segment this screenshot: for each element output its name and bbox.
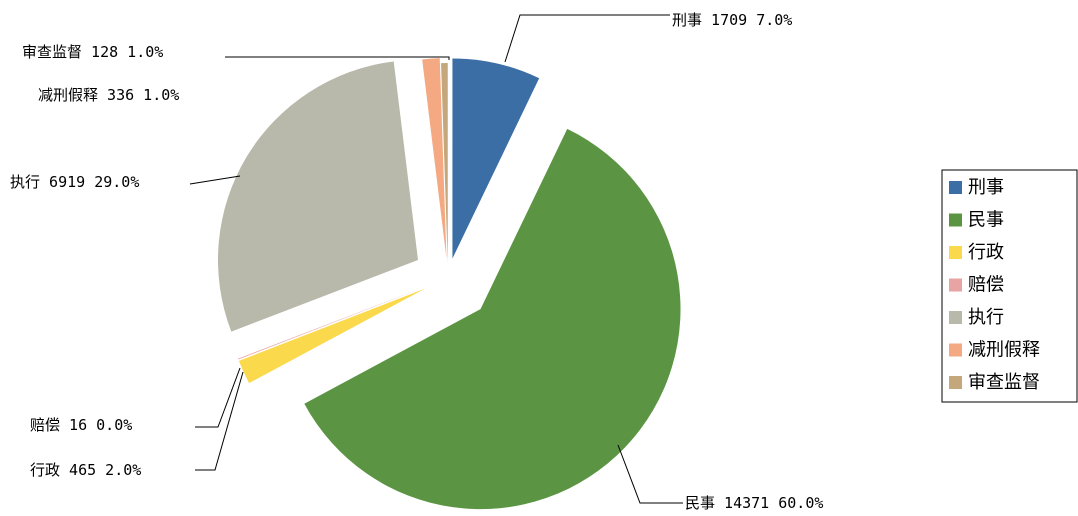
- legend-label: 减刑假释: [968, 340, 1040, 361]
- legend-label: 执行: [968, 307, 1004, 328]
- data-label: 赔偿 16 0.0%: [30, 416, 132, 434]
- legend-swatch: [949, 376, 962, 389]
- legend-swatch: [949, 181, 962, 194]
- data-label-part: 6919: [49, 173, 85, 191]
- pie-slice: [218, 61, 419, 332]
- data-label-part: 14371: [724, 494, 769, 512]
- data-label-part: 7.0%: [756, 11, 792, 29]
- data-label-part: 1.0%: [143, 86, 179, 104]
- data-label-part: 赔偿: [30, 416, 60, 434]
- legend-swatch: [949, 213, 962, 227]
- pie-slice: [422, 58, 447, 259]
- data-label-part: 1709: [711, 11, 747, 29]
- leader-line: [225, 56, 450, 60]
- leader-line: [195, 371, 244, 471]
- data-label-part: 减刑假释: [38, 86, 98, 104]
- data-label-part: 0.0%: [96, 416, 132, 434]
- pie-slice: [237, 287, 425, 360]
- data-label-part: 16: [69, 416, 87, 434]
- data-label: 行政 465 2.0%: [30, 461, 141, 479]
- data-label: 执行 6919 29.0%: [10, 173, 139, 191]
- legend-swatch: [949, 343, 962, 357]
- data-label: 刑事 1709 7.0%: [672, 11, 792, 29]
- data-label-part: 2.0%: [105, 461, 141, 479]
- data-label-part: 执行: [10, 173, 40, 191]
- data-label-part: 审查监督: [22, 43, 82, 61]
- data-label-part: 60.0%: [778, 494, 823, 512]
- leader-line: [504, 14, 670, 63]
- data-label-part: 民事: [685, 494, 715, 512]
- data-label-part: 1.0%: [127, 43, 163, 61]
- leader-line: [189, 175, 241, 185]
- data-label-part: 336: [107, 86, 134, 104]
- pie-slice: [304, 128, 681, 510]
- pie-slice: [238, 288, 426, 384]
- pie-slice: [441, 63, 448, 264]
- leader-line: [195, 367, 241, 428]
- pie-slice: [452, 58, 540, 259]
- legend-label: 行政: [968, 242, 1004, 263]
- data-label-part: 465: [69, 461, 96, 479]
- data-label-part: 29.0%: [94, 173, 139, 191]
- legend-swatch: [949, 246, 962, 259]
- data-label-part: 刑事: [672, 11, 702, 29]
- legend-label: 审查监督: [968, 372, 1040, 393]
- data-label: 民事 14371 60.0%: [685, 494, 823, 512]
- legend-label: 民事: [968, 210, 1004, 231]
- data-label: 减刑假释 336 1.0%: [38, 86, 179, 104]
- legend-label: 赔偿: [968, 275, 1004, 296]
- data-label-part: 128: [91, 43, 118, 61]
- legend-label: 刑事: [968, 177, 1004, 198]
- legend-swatch: [949, 278, 962, 292]
- data-label: 审查监督 128 1.0%: [22, 43, 163, 61]
- data-label-part: 行政: [30, 461, 60, 479]
- leader-line: [617, 444, 683, 504]
- legend-box: [941, 169, 1078, 403]
- legend-swatch: [949, 311, 962, 324]
